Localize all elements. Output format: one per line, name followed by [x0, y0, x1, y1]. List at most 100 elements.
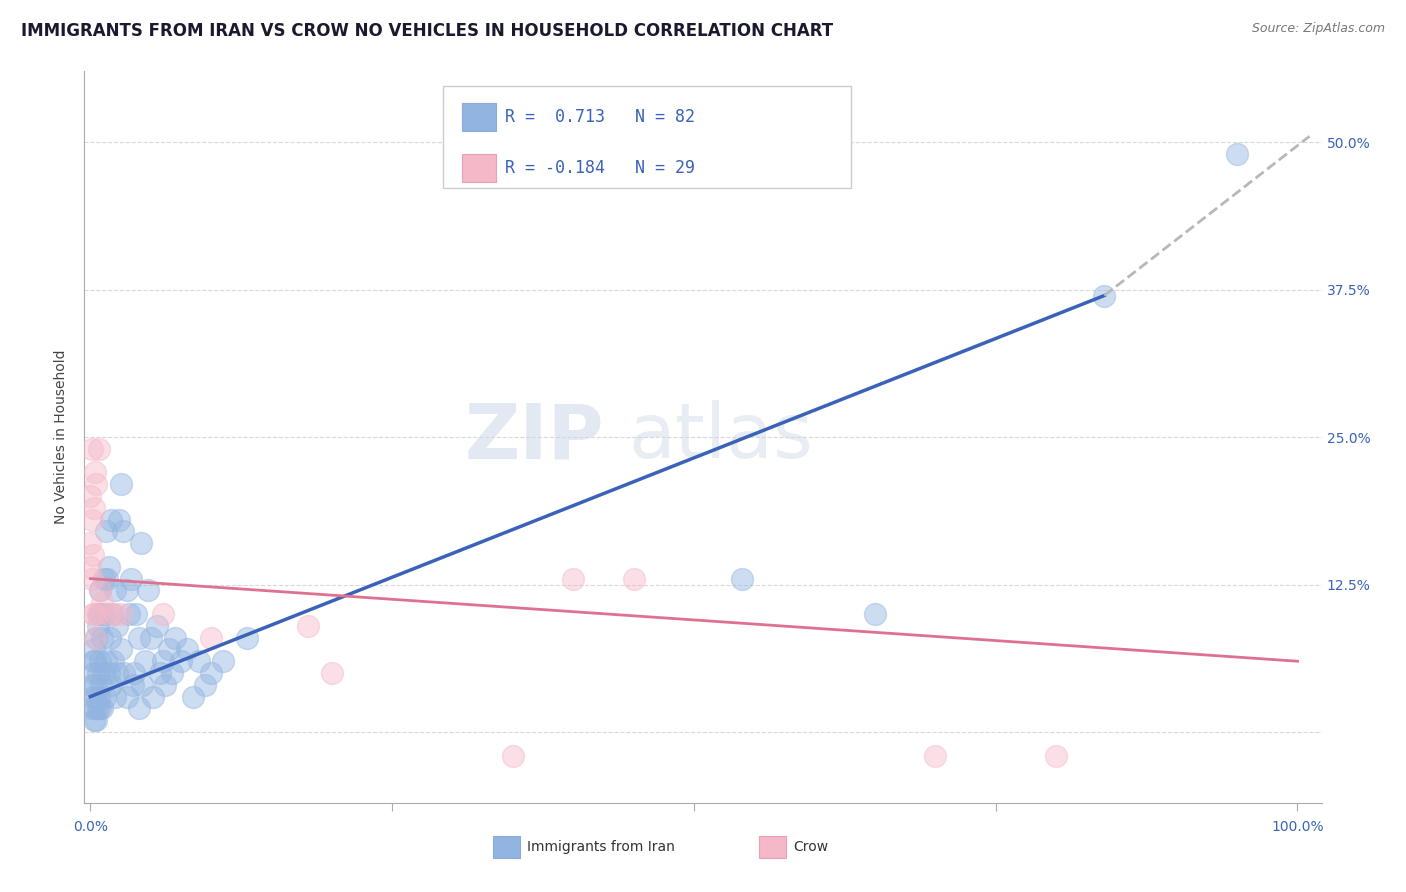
Point	[103, 690, 125, 704]
Point	[84, 631, 107, 645]
Point	[84, 466, 107, 480]
Point	[93, 666, 115, 681]
Text: atlas: atlas	[628, 401, 814, 474]
Point	[188, 654, 211, 668]
Point	[87, 690, 110, 704]
Point	[194, 678, 217, 692]
FancyBboxPatch shape	[443, 86, 852, 188]
Point	[110, 607, 132, 621]
Point	[101, 607, 124, 621]
Point	[105, 619, 128, 633]
Point	[125, 607, 148, 621]
Point	[115, 690, 138, 704]
Text: R =  0.713   N = 82: R = 0.713 N = 82	[505, 108, 695, 126]
Point	[120, 572, 142, 586]
Point	[86, 666, 108, 681]
Point	[79, 489, 101, 503]
Point	[97, 607, 120, 621]
Point	[152, 607, 174, 621]
Point	[86, 701, 108, 715]
Point	[103, 607, 125, 621]
Point	[502, 748, 524, 763]
Point	[84, 678, 107, 692]
Point	[142, 690, 165, 704]
Point	[162, 666, 184, 681]
Point	[128, 631, 150, 645]
Point	[87, 607, 110, 621]
Point	[200, 666, 222, 681]
Point	[94, 654, 117, 668]
Point	[90, 607, 112, 621]
Point	[146, 619, 169, 633]
Point	[86, 477, 108, 491]
Point	[94, 607, 117, 621]
Point	[149, 666, 172, 681]
Point	[82, 548, 104, 562]
Point	[562, 572, 585, 586]
Point	[1226, 147, 1249, 161]
Point	[96, 572, 118, 586]
Point	[83, 642, 105, 657]
Text: ZIP: ZIP	[464, 401, 605, 474]
Point	[138, 583, 160, 598]
Point	[91, 595, 114, 609]
Point	[82, 690, 104, 704]
Point	[80, 513, 103, 527]
Point	[80, 572, 103, 586]
Point	[110, 642, 132, 657]
Point	[86, 619, 108, 633]
Point	[128, 701, 150, 715]
Point	[212, 654, 235, 668]
Point	[110, 477, 132, 491]
Point	[100, 513, 122, 527]
Point	[176, 642, 198, 657]
Point	[1092, 288, 1115, 302]
Text: IMMIGRANTS FROM IRAN VS CROW NO VEHICLES IN HOUSEHOLD CORRELATION CHART: IMMIGRANTS FROM IRAN VS CROW NO VEHICLES…	[21, 22, 834, 40]
Point	[86, 631, 108, 645]
Text: R = -0.184   N = 29: R = -0.184 N = 29	[505, 159, 695, 177]
Point	[105, 666, 128, 681]
Point	[82, 654, 104, 668]
Point	[111, 524, 134, 539]
Point	[91, 701, 114, 715]
Point	[83, 666, 105, 681]
Point	[112, 666, 135, 681]
Point	[122, 666, 145, 681]
Point	[93, 572, 115, 586]
Point	[94, 524, 117, 539]
Point	[84, 701, 107, 715]
Bar	[461, 103, 496, 130]
Point	[89, 583, 111, 598]
Point	[89, 701, 111, 715]
Point	[118, 607, 141, 621]
Point	[121, 678, 143, 692]
Point	[91, 631, 114, 645]
Point	[181, 690, 204, 704]
Point	[924, 748, 946, 763]
Point	[79, 536, 101, 550]
Point	[90, 678, 112, 692]
Text: Immigrants from Iran: Immigrants from Iran	[527, 839, 675, 854]
Point	[83, 713, 105, 727]
Point	[200, 631, 222, 645]
Text: 0.0%: 0.0%	[73, 821, 108, 835]
Point	[152, 654, 174, 668]
Point	[623, 572, 645, 586]
Y-axis label: No Vehicles in Household: No Vehicles in Household	[55, 350, 69, 524]
Point	[297, 619, 319, 633]
Point	[87, 442, 110, 456]
Point	[89, 654, 111, 668]
Point	[1045, 748, 1067, 763]
Text: Source: ZipAtlas.com: Source: ZipAtlas.com	[1251, 22, 1385, 36]
Point	[129, 536, 152, 550]
Point	[157, 642, 180, 657]
Bar	[759, 836, 786, 858]
Point	[100, 678, 122, 692]
Point	[139, 631, 162, 645]
Point	[80, 701, 103, 715]
Point	[83, 500, 105, 515]
Point	[97, 666, 120, 681]
Point	[86, 607, 108, 621]
Point	[134, 654, 156, 668]
Point	[83, 607, 105, 621]
